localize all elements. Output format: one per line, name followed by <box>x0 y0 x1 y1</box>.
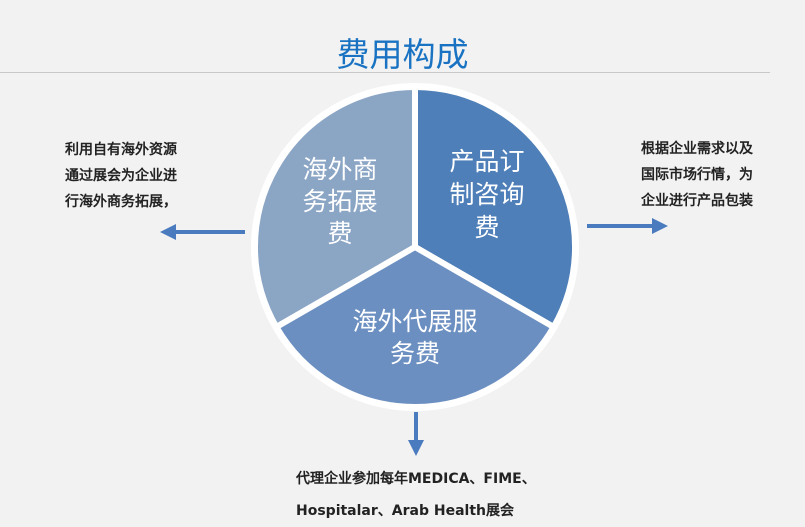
note-line: 通过展会为企业进 <box>65 168 177 184</box>
page-title: 费用构成 <box>336 35 469 74</box>
slice-label-line: 制咨询 <box>449 180 524 209</box>
note-left: 利用自有海外资源 通过展会为企业进 行海外商务拓展， <box>65 137 177 215</box>
slice-label-line: 务拓展 <box>302 187 377 216</box>
note-line: Hospitalar、Arab Health展会 <box>296 503 514 519</box>
slice-label-line: 费 <box>327 219 352 248</box>
note-line: 代理企业参加每年MEDICA、FIME、 <box>296 471 536 487</box>
note-line: 行海外商务拓展， <box>65 194 177 210</box>
slice-label-line: 产品订 <box>449 147 524 176</box>
note-line: 企业进行产品包装 <box>641 193 753 209</box>
note-line: 利用自有海外资源 <box>65 142 177 158</box>
note-right: 根据企业需求以及 国际市场行情，为 企业进行产品包装 <box>641 136 753 214</box>
slice-exhibition-agency[interactable] <box>272 243 558 411</box>
slice-label-line: 务费 <box>390 339 440 368</box>
note-bottom: 代理企业参加每年MEDICA、FIME、 Hospitalar、Arab Hea… <box>296 463 536 527</box>
note-line: 国际市场行情，为 <box>641 167 753 183</box>
title-divider <box>0 72 770 73</box>
note-line: 根据企业需求以及 <box>641 141 753 157</box>
slice-label-line: 费 <box>474 213 499 242</box>
slice-label-line: 海外代展服 <box>352 307 477 336</box>
slice-label-line: 海外商 <box>302 155 377 184</box>
